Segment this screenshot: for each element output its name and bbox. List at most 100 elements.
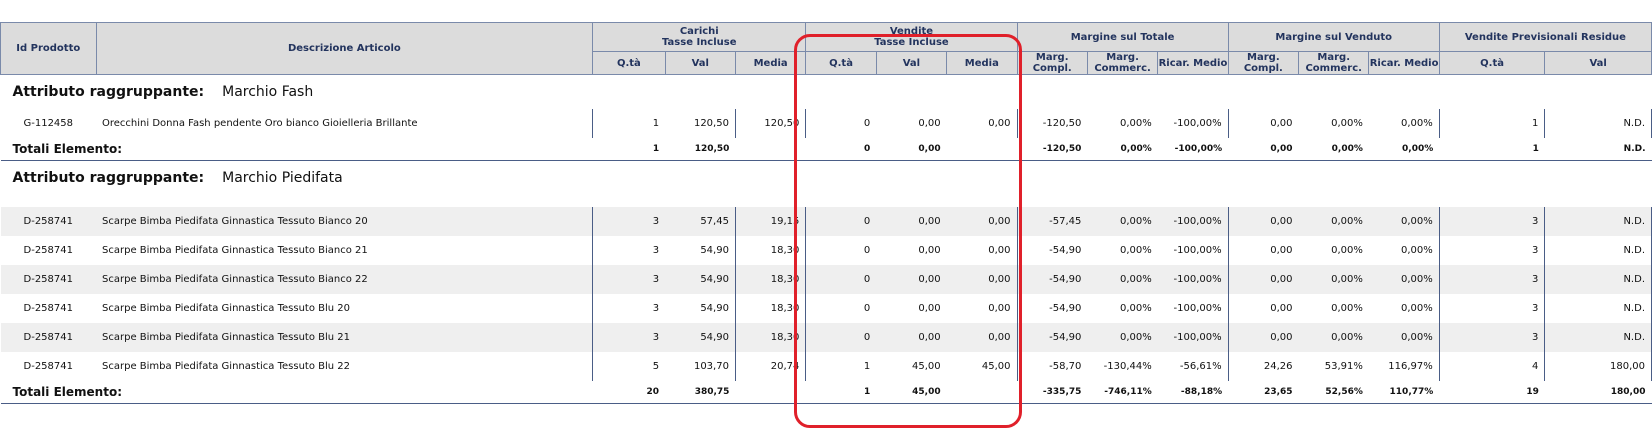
spacer-row [1, 195, 1652, 207]
sub-carichi-qta: Q.tà [592, 51, 666, 75]
table-cell: 0,00% [1368, 109, 1440, 138]
table-cell: 180,00 [1544, 352, 1652, 381]
table-cell: 0,00% [1298, 207, 1369, 236]
table-cell: Scarpe Bimba Piedifata Ginnastica Tessut… [96, 207, 594, 236]
table-cell: 53,91% [1324, 361, 1363, 372]
table-cell: 3 [1439, 323, 1546, 352]
total-cell [735, 381, 806, 404]
table-cell: -56,61% [1157, 352, 1229, 381]
table-cell: 1 [863, 361, 871, 372]
sub-previsionali-qta: Q.tà [1438, 51, 1546, 75]
table-cell: 0,00% [1331, 245, 1363, 256]
table-cell: D-258741 [23, 245, 73, 256]
col-carichi: Carichi Tasse Incluse [592, 22, 807, 52]
table-cell: 0,00 [876, 207, 947, 236]
sub-vendite-qta: Q.tà [805, 51, 877, 75]
table-cell: 0,00% [1119, 118, 1152, 129]
table-cell: 45,00 [946, 352, 1018, 381]
table-cell: 3 [652, 303, 660, 314]
table-cell: Scarpe Bimba Piedifata Ginnastica Tessut… [96, 294, 594, 323]
total-cell: 45,00 [876, 381, 947, 404]
table-cell: D-258741 [23, 361, 73, 372]
group-header-row: Attributo raggruppante: Marchio Piedifata [1, 161, 1652, 196]
table-cell: 0,00 [946, 109, 1018, 138]
total-cell: -120,50 [1017, 138, 1088, 161]
table-cell: 54,90 [665, 265, 736, 294]
table-cell: -100,00% [1157, 294, 1229, 323]
table-cell: 0,00% [1119, 245, 1152, 256]
table-cell: Scarpe Bimba Piedifata Ginnastica Tessut… [96, 323, 594, 352]
table-cell: 0,00 [1270, 118, 1293, 129]
table-row: D-258741 Scarpe Bimba Piedifata Ginnastic… [1, 294, 1652, 323]
table-cell: 0,00 [946, 265, 1018, 294]
table-cell: 0,00 [918, 118, 941, 129]
table-cell: 3 [1439, 265, 1546, 294]
table-cell: 0,00 [918, 245, 941, 256]
total-cell: -746,11% [1087, 381, 1158, 404]
table-row: G-112458 Orecchini Donna Fash pendente Or… [1, 109, 1652, 138]
table-cell: 0 [863, 118, 871, 129]
table-cell: 1 [652, 118, 660, 129]
table-cell: -54,90 [1049, 245, 1082, 256]
table-cell: 120,50 [665, 109, 736, 138]
table-row: D-258741 Scarpe Bimba Piedifata Ginnastic… [1, 352, 1652, 381]
total-row: Totali Elemento: 20 380,75 1 45,00 -335,75 -74… [0, 381, 1652, 404]
table-cell: -54,90 [1017, 323, 1088, 352]
total-label: Totali Elemento: [0, 138, 593, 161]
sub-vendite-media: Media [946, 51, 1018, 75]
table-cell: 18,30 [735, 265, 807, 294]
total-cell: 52,56% [1298, 381, 1369, 404]
table-cell: 18,30 [735, 236, 807, 265]
table-cell: 0,00% [1368, 236, 1440, 265]
table-cell: Scarpe Bimba Piedifata Ginnastica Tessut… [96, 265, 594, 294]
table-cell: 0,00 [1228, 265, 1299, 294]
total-cell [735, 138, 806, 161]
table-cell: 45,00 [911, 361, 941, 372]
table-cell: 0,00% [1368, 323, 1440, 352]
table-cell: 3 [1439, 236, 1546, 265]
sub-vendite-val: Val [875, 51, 948, 75]
total-cell: 0,00% [1087, 138, 1158, 161]
table-cell: -100,00% [1157, 265, 1229, 294]
table-cell: N.D. [1544, 207, 1652, 236]
total-cell: 0,00% [1368, 138, 1440, 161]
table-cell: 0,00% [1298, 265, 1369, 294]
table-cell: 0,00% [1087, 323, 1158, 352]
sub-venduto-marg-commerc: Marg. Commerc. [1298, 51, 1370, 75]
table-cell: -100,00% [1157, 236, 1229, 265]
table-cell: 0 [863, 303, 871, 314]
table-cell: 0 [863, 245, 871, 256]
total-cell: 120,50 [665, 138, 736, 161]
table-cell: 0,00% [1087, 207, 1158, 236]
table-cell: 0,00 [1228, 323, 1299, 352]
col-descrizione: Descrizione Articolo [95, 22, 594, 75]
table-cell: 19,15 [735, 207, 807, 236]
col-id-prodotto: Id Prodotto [0, 22, 97, 75]
sub-venduto-ricar-medio: Ricar. Medio [1368, 51, 1440, 75]
group-header: Attributo raggruppante: Marchio Piedifata [1, 161, 1652, 196]
total-cell: 1 [805, 381, 877, 404]
col-vendite: Vendite Tasse Incluse [805, 22, 1018, 52]
table-cell: -58,70 [1049, 361, 1082, 372]
sub-previsionali-val: Val [1544, 51, 1652, 75]
total-cell [946, 138, 1018, 161]
table-cell: 120,50 [735, 109, 807, 138]
table-cell: 57,45 [665, 207, 736, 236]
table-cell: -100,00% [1157, 109, 1229, 138]
table-cell: G-112458 [23, 118, 74, 129]
table-cell: 0,00 [1270, 245, 1293, 256]
table-cell: 18,30 [735, 294, 807, 323]
table-cell: 24,26 [1263, 361, 1293, 372]
table-cell: N.D. [1544, 294, 1652, 323]
table-cell: 3 [592, 207, 666, 236]
table-cell: N.D. [1544, 236, 1652, 265]
table-cell: 0,00 [918, 303, 941, 314]
col-vendite-previsionali: Vendite Previsionali Residue [1438, 22, 1652, 52]
col-margine-totale: Margine sul Totale [1016, 22, 1229, 52]
sub-carichi-media: Media [734, 51, 807, 75]
total-cell: 110,77% [1368, 381, 1440, 404]
table-cell: 0,00% [1298, 323, 1369, 352]
table-cell: -100,00% [1157, 323, 1229, 352]
table-cell: Scarpe Bimba Piedifata Ginnastica Tessut… [96, 236, 594, 265]
total-cell: 23,65 [1228, 381, 1299, 404]
